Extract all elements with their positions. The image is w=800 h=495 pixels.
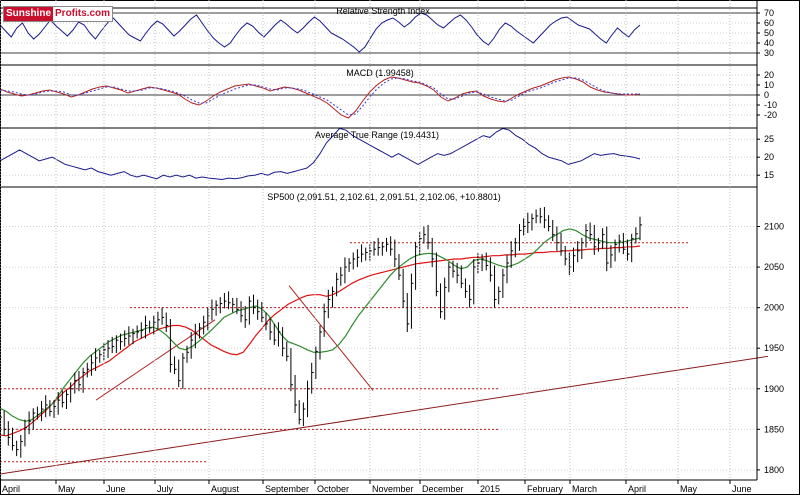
- macd-y-tick-label: -10: [764, 100, 777, 110]
- rsi-series-line: [0, 12, 641, 53]
- x-tick-label: December: [422, 484, 464, 494]
- macd-y-tick-label: 10: [764, 80, 774, 90]
- rsi-y-tick-label: 40: [764, 38, 774, 48]
- price-y-tick-label: 1950: [764, 343, 784, 353]
- macd-y-tick-label: 0: [764, 90, 769, 100]
- macd-series-line: [0, 77, 640, 116]
- x-tick-label: November: [372, 484, 414, 494]
- price-y-tick-label: 1900: [764, 384, 784, 394]
- price-y-tick-label: 2100: [764, 222, 784, 232]
- atr-series-line: [0, 127, 641, 181]
- rsi-y-tick-label: 60: [764, 18, 774, 28]
- x-tick-label: March: [572, 484, 597, 494]
- logo-part-2: Profits.com: [55, 8, 111, 19]
- rsi-y-tick-label: 30: [764, 48, 774, 58]
- atr-y-tick-label: 20: [764, 152, 774, 162]
- macd-title: MACD (1.99458): [346, 68, 414, 78]
- trendline: [95, 319, 216, 401]
- x-tick-label: June: [106, 484, 126, 494]
- x-tick-label: September: [265, 484, 309, 494]
- atr-y-tick-label: 15: [764, 170, 774, 180]
- price-y-tick-label: 2050: [764, 262, 784, 272]
- x-tick-label: February: [527, 484, 564, 494]
- x-tick-label: June: [732, 484, 752, 494]
- trendline: [0, 355, 769, 475]
- sunshine-profits-logo: Sunshine Profits.com: [3, 6, 114, 22]
- macd-y-tick-label: 20: [764, 70, 774, 80]
- x-tick-label: May: [58, 484, 76, 494]
- atr-panel: 15 20 25 Average True Range (19.4431): [0, 127, 774, 181]
- price-y-tick-label: 1800: [764, 465, 784, 475]
- x-tick-label: April: [628, 484, 646, 494]
- rsi-y-tick-label: 70: [764, 8, 774, 18]
- price-title: SP500 (2,091.51, 2,102.61, 2,091.51, 2,1…: [267, 192, 500, 202]
- price-y-tick-label: 1850: [764, 424, 784, 434]
- macd-y-tick-label: -20: [764, 110, 777, 120]
- atr-y-tick-label: 25: [764, 134, 774, 144]
- x-tick-label: May: [680, 484, 698, 494]
- trendline: [288, 285, 374, 391]
- rsi-y-tick-label: 50: [764, 28, 774, 38]
- logo-part-1: Sunshine: [4, 7, 54, 21]
- x-tick-label: October: [317, 484, 349, 494]
- x-tick-label: August: [211, 484, 240, 494]
- x-tick-label: July: [157, 484, 174, 494]
- macd-series-line: [0, 76, 641, 119]
- x-tick-label: April: [2, 484, 20, 494]
- x-axis: April May June July August September October No…: [0, 480, 752, 494]
- rsi-title: Relative Strength Index: [336, 6, 430, 16]
- price-y-tick-label: 2000: [764, 303, 784, 313]
- x-tick-label: 2015: [480, 484, 500, 494]
- price-panel: 1800 1850 1900 1950 2000 2050 2100 SP500 (2,091…: [0, 192, 784, 475]
- atr-title: Average True Range (19.4431): [315, 130, 439, 140]
